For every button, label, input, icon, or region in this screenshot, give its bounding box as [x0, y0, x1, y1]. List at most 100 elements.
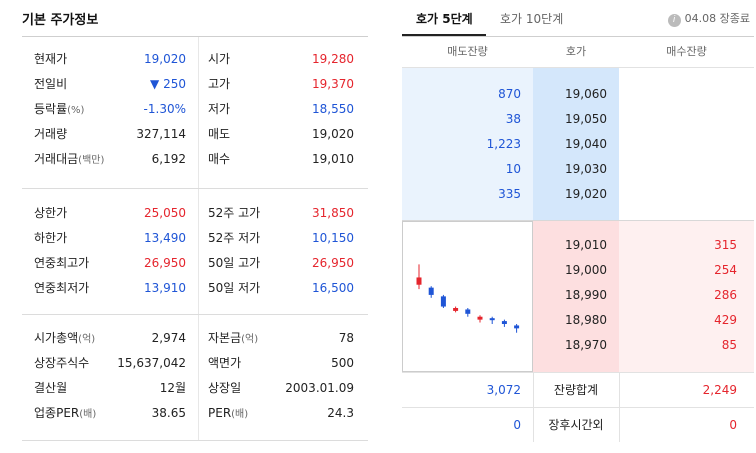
- info-value: 18,550: [312, 102, 354, 116]
- divider: [402, 36, 754, 37]
- info-value: 16,500: [312, 281, 354, 295]
- ask-area: [402, 68, 533, 220]
- section-title: 기본 주가정보: [22, 13, 99, 28]
- candle-body: [440, 296, 446, 307]
- bid-price[interactable]: 18,990: [565, 288, 607, 302]
- info-row: 상장주식수 15,637,042 액면가 500: [22, 351, 368, 376]
- info-row: 하한가 13,490 52주 저가 10,150: [22, 226, 368, 251]
- info-label: 등락률(%): [34, 102, 85, 116]
- total-label: 잔량합계: [553, 383, 599, 397]
- bid-price-area: [533, 221, 619, 372]
- info-label: PER(배): [208, 406, 249, 420]
- info-value: 327,114: [136, 127, 186, 141]
- info-label: 결산월: [34, 381, 68, 395]
- ask-price[interactable]: 19,020: [565, 187, 607, 201]
- info-value: 38.65: [151, 406, 186, 420]
- header-bid-qty: 매수잔량: [666, 45, 707, 58]
- info-value: 25,050: [144, 206, 186, 220]
- bid-price[interactable]: 18,970: [565, 338, 607, 352]
- bid-price[interactable]: 18,980: [565, 313, 607, 327]
- info-value: 26,950: [144, 256, 186, 270]
- candle-body: [477, 316, 483, 320]
- after-hours-label: 장후시간외: [548, 418, 604, 432]
- tab-orderbook-10[interactable]: 호가 10단계: [500, 12, 564, 26]
- header-ask-qty: 매도잔량: [447, 45, 488, 58]
- info-value: 24.3: [327, 406, 354, 420]
- bid-qty: 429: [714, 313, 737, 327]
- bid-qty: 254: [714, 263, 737, 277]
- info-value: 19,370: [312, 77, 354, 91]
- info-label: 액면가: [208, 356, 242, 370]
- mini-candle-chart: [402, 221, 533, 372]
- candle-body: [501, 321, 507, 324]
- ask-price[interactable]: 19,030: [565, 162, 607, 176]
- info-row: 상한가 25,050 52주 고가 31,850: [22, 201, 368, 226]
- bid-price[interactable]: 19,010: [565, 238, 607, 252]
- candle-body: [453, 308, 459, 311]
- bid-price[interactable]: 19,000: [565, 263, 607, 277]
- info-label: 자본금(억): [208, 331, 259, 345]
- divider: [22, 188, 368, 189]
- info-row: 전일비 ▼ 250 고가 19,370: [22, 72, 368, 97]
- info-row: 거래량 327,114 매도 19,020: [22, 122, 368, 147]
- info-label: 업종PER(배): [34, 406, 97, 420]
- info-label: 거래대금(백만): [34, 152, 105, 166]
- ask-qty: 870: [498, 87, 521, 101]
- info-label: 전일비: [34, 77, 68, 91]
- info-row: 시가총액(억) 2,974 자본금(억) 78: [22, 326, 368, 351]
- divider: [402, 372, 754, 373]
- total-bid-qty: 2,249: [702, 383, 737, 397]
- info-label: 50일 고가: [208, 256, 261, 270]
- info-label: 상장일: [208, 381, 242, 395]
- info-value: 26,950: [312, 256, 354, 270]
- column-divider: [198, 315, 199, 440]
- column-divider: [198, 37, 199, 188]
- info-row: 연중최고가 26,950 50일 고가 26,950: [22, 251, 368, 276]
- info-label: 상장주식수: [34, 356, 90, 370]
- divider: [22, 440, 368, 441]
- bid-qty: 286: [714, 288, 737, 302]
- info-row: 현재가 19,020 시가 19,280: [22, 47, 368, 72]
- info-value: 19,010: [312, 152, 354, 166]
- divider: [22, 36, 368, 37]
- info-label: 저가: [208, 102, 231, 116]
- bid-qty: 315: [714, 238, 737, 252]
- ask-price[interactable]: 19,060: [565, 87, 607, 101]
- info-value: ▼ 250: [150, 77, 186, 91]
- divider: [533, 373, 534, 442]
- info-label: 연중최고가: [34, 256, 90, 270]
- market-status: i 04.08 장종료: [667, 10, 750, 27]
- candle-body: [428, 287, 434, 295]
- ask-price-area: [533, 68, 619, 220]
- info-value: 31,850: [312, 206, 354, 220]
- ask-qty: 1,223: [486, 137, 521, 151]
- orderbook-tabs: 호가 5단계 호가 10단계 i 04.08 장종료: [402, 0, 754, 36]
- ask-qty: 10: [505, 162, 521, 176]
- ask-qty: 38: [505, 112, 521, 126]
- info-value: 500: [331, 356, 354, 370]
- ask-price[interactable]: 19,040: [565, 137, 607, 151]
- divider: [22, 314, 368, 315]
- info-label: 연중최저가: [34, 281, 90, 295]
- info-row: 결산월 12월 상장일 2003.01.09: [22, 376, 368, 401]
- mini-chart-svg: [416, 264, 520, 333]
- after-hours-bid-qty: 0: [729, 418, 737, 432]
- divider: [619, 373, 620, 442]
- info-label: 50일 저가: [208, 281, 261, 295]
- info-value: 13,910: [144, 281, 186, 295]
- info-label: 시가총액(억): [34, 331, 96, 345]
- info-value: 19,020: [312, 127, 354, 141]
- info-icon[interactable]: i: [667, 14, 681, 27]
- candle-body: [416, 277, 422, 285]
- info-value: 12월: [159, 381, 186, 395]
- info-value: 6,192: [151, 152, 186, 166]
- total-ask-qty: 3,072: [486, 383, 521, 397]
- bid-qty: 85: [721, 338, 737, 352]
- info-value: 78: [338, 331, 354, 345]
- info-label: 매수: [208, 152, 231, 166]
- ask-price[interactable]: 19,050: [565, 112, 607, 126]
- candle-body: [514, 325, 520, 329]
- info-value: 19,020: [144, 52, 186, 66]
- tab-orderbook-5[interactable]: 호가 5단계: [416, 12, 473, 26]
- divider: [402, 67, 754, 68]
